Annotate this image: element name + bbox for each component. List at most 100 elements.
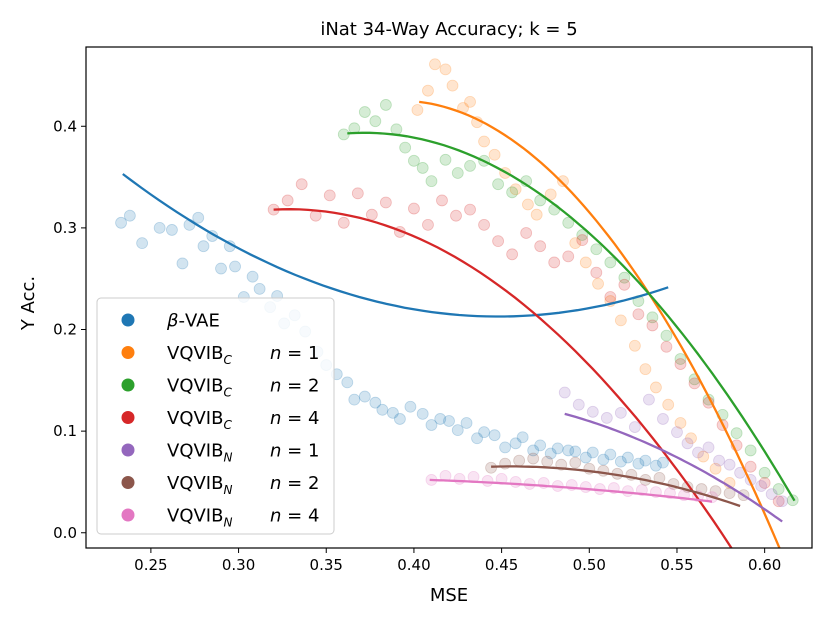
data-point (674, 353, 687, 365)
data-point (776, 495, 789, 508)
data-point (660, 340, 673, 353)
data-point (436, 194, 448, 207)
legend-label: VQVIBC n = 1 (167, 343, 319, 367)
data-point (253, 282, 266, 295)
data-point (464, 203, 476, 216)
data-point (572, 398, 585, 411)
data-point (744, 460, 757, 473)
data-point (730, 427, 743, 440)
data-point (723, 458, 736, 471)
data-point (650, 459, 662, 472)
data-point (562, 250, 575, 263)
data-point (386, 406, 399, 419)
data-point (569, 456, 582, 469)
data-point (492, 235, 505, 247)
plot-area (115, 58, 799, 548)
fit-line-7 (429, 478, 713, 503)
data-point (439, 153, 452, 166)
data-point (246, 270, 259, 283)
data-point (295, 178, 308, 191)
data-point (639, 454, 652, 467)
data-point (337, 216, 350, 229)
data-point (569, 237, 582, 250)
data-point (590, 243, 603, 256)
data-point (632, 308, 645, 321)
data-point (488, 429, 501, 442)
data-point (632, 457, 645, 470)
data-point (422, 84, 434, 97)
data-point (376, 403, 389, 416)
data-point (621, 485, 634, 497)
data-point (579, 256, 592, 269)
data-point (685, 432, 697, 445)
data-point (341, 376, 354, 389)
data-point (425, 175, 438, 188)
data-point (650, 381, 662, 394)
data-point (576, 234, 589, 246)
data-point (646, 319, 659, 332)
data-point (674, 358, 687, 370)
data-point (166, 224, 178, 236)
data-point (416, 162, 429, 174)
data-point (215, 262, 227, 275)
series-points-4 (267, 178, 785, 508)
data-point (520, 227, 533, 239)
data-point (592, 277, 604, 290)
fit-line-6 (491, 465, 741, 508)
legend-label: VQVIBC n = 4 (167, 408, 319, 432)
data-point (628, 339, 641, 352)
data-point (530, 208, 543, 221)
data-point (657, 413, 669, 425)
x-axis-label: MSE (430, 585, 468, 606)
y-tick-label: 0.2 (53, 321, 77, 339)
data-point (509, 437, 522, 450)
data-point (562, 444, 575, 457)
data-point (522, 198, 534, 211)
data-point (425, 419, 438, 431)
series-points-5 (558, 386, 789, 508)
data-point (692, 446, 704, 459)
data-point (544, 188, 557, 201)
data-point (541, 455, 554, 468)
data-point (379, 99, 392, 111)
data-point (744, 444, 757, 457)
legend-marker (121, 378, 135, 392)
data-point (323, 189, 336, 202)
data-point (281, 194, 294, 207)
data-point (662, 398, 675, 411)
x-tick-label: 0.45 (485, 556, 518, 574)
data-point (404, 400, 417, 413)
data-point (408, 202, 420, 215)
data-point (579, 451, 592, 464)
data-point (365, 208, 378, 221)
legend: β-VAE VQVIBC n = 1 VQVIBC n = 2 VQVIBC n = 4 VQ… (96, 297, 335, 535)
data-point (614, 455, 627, 468)
data-point (671, 426, 683, 439)
data-point (495, 472, 508, 485)
data-point (527, 444, 540, 457)
data-point (422, 218, 434, 231)
legend-label: β-VAE (166, 311, 220, 332)
data-point (478, 135, 490, 148)
data-point (755, 480, 768, 492)
data-point (660, 329, 673, 342)
data-point (351, 187, 364, 200)
data-point (176, 257, 189, 270)
y-tick-label: 0.4 (53, 117, 77, 135)
data-point (348, 393, 361, 406)
legend-marker (121, 411, 135, 424)
data-point (772, 495, 785, 508)
data-point (628, 421, 641, 433)
data-point (513, 454, 526, 467)
data-point (618, 278, 631, 291)
series-points-2 (411, 58, 736, 489)
fit-line-5 (564, 412, 783, 523)
data-point (558, 386, 571, 399)
data-point (506, 186, 519, 199)
data-point (446, 79, 459, 92)
data-point (393, 413, 406, 425)
data-point (509, 476, 522, 488)
plot-frame (85, 46, 813, 549)
data-point (478, 426, 490, 439)
data-point (697, 450, 710, 463)
